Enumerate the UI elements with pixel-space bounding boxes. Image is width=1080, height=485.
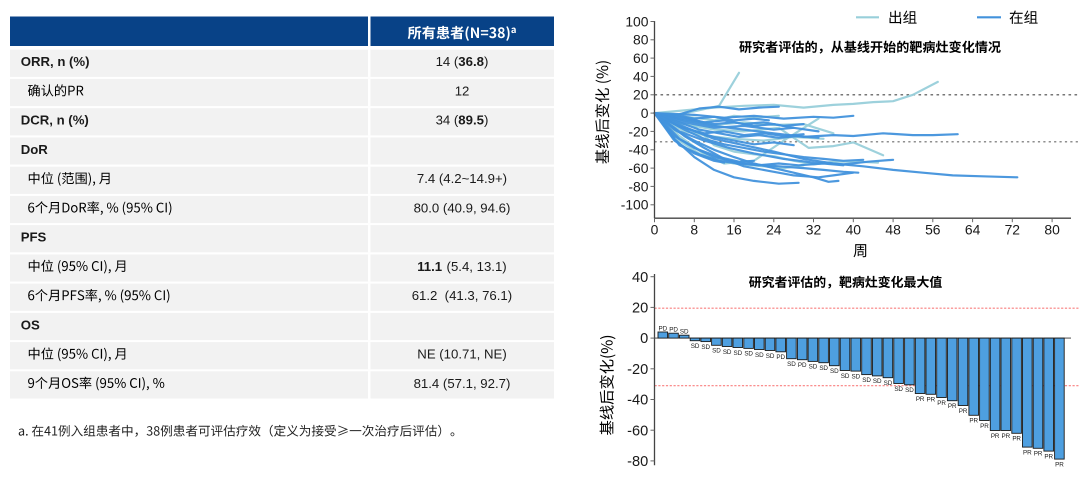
svg-text:80: 80 <box>633 32 649 48</box>
svg-text:PD: PD <box>669 327 678 334</box>
svg-text:-60: -60 <box>628 160 648 176</box>
svg-text:64: 64 <box>965 221 981 237</box>
svg-text:-40: -40 <box>627 393 648 409</box>
svg-text:0: 0 <box>651 221 659 237</box>
svg-text:8: 8 <box>690 221 698 237</box>
svg-text:OS: OS <box>21 317 40 332</box>
svg-text:SD: SD <box>894 386 903 393</box>
svg-text:SD: SD <box>712 348 721 355</box>
svg-text:89.5: 89.5 <box>458 113 484 128</box>
svg-text:80.0 (40.9, 94.6): 80.0 (40.9, 94.6) <box>414 200 511 215</box>
svg-text:40: 40 <box>633 68 649 84</box>
svg-text:SD: SD <box>766 353 775 360</box>
svg-text:SD: SD <box>723 349 732 356</box>
svg-text:56: 56 <box>925 221 941 237</box>
svg-text:PR: PR <box>948 403 957 410</box>
svg-text:-60: -60 <box>627 423 648 439</box>
svg-text:SD: SD <box>873 378 882 385</box>
svg-text:12: 12 <box>455 83 470 98</box>
svg-text:PR: PR <box>1034 451 1043 458</box>
svg-text:PR: PR <box>969 418 978 425</box>
svg-text:60: 60 <box>633 50 649 66</box>
svg-text:ORR, n (%): ORR, n (%) <box>21 54 90 69</box>
svg-text:PFS: PFS <box>21 230 47 245</box>
svg-text:32: 32 <box>806 221 822 237</box>
svg-text:100: 100 <box>625 13 648 29</box>
svg-text:0: 0 <box>640 331 648 347</box>
svg-text:SD: SD <box>680 329 689 336</box>
svg-text:-20: -20 <box>627 362 648 378</box>
svg-text:PR: PR <box>991 433 1000 440</box>
svg-text:14 (: 14 ( <box>436 54 459 69</box>
svg-text:PD: PD <box>776 354 785 361</box>
svg-text:PR: PR <box>980 423 989 430</box>
svg-text:40: 40 <box>632 270 648 286</box>
svg-text:-20: -20 <box>628 123 648 139</box>
svg-text:36.8: 36.8 <box>458 54 484 69</box>
svg-text:SD: SD <box>755 352 764 359</box>
svg-text:PR: PR <box>927 397 936 404</box>
svg-text:SD: SD <box>905 387 914 394</box>
svg-text:SD: SD <box>809 364 818 371</box>
svg-text:PR: PR <box>1002 433 1011 440</box>
svg-text:20: 20 <box>632 301 648 317</box>
svg-text:-80: -80 <box>627 454 648 470</box>
svg-text:PR: PR <box>1055 461 1064 468</box>
svg-text:SD: SD <box>787 361 796 368</box>
svg-text:PR: PR <box>1012 436 1021 443</box>
svg-text:24: 24 <box>766 221 782 237</box>
svg-text:SD: SD <box>852 373 861 380</box>
svg-text:20: 20 <box>633 87 649 103</box>
svg-text:SD: SD <box>744 351 753 358</box>
svg-text:SD: SD <box>841 373 850 380</box>
svg-text:34 (: 34 ( <box>436 113 459 128</box>
svg-text:-100: -100 <box>621 197 649 213</box>
svg-text:SD: SD <box>884 380 893 387</box>
svg-text:PR: PR <box>1044 453 1053 460</box>
svg-text:61.2 (41.3, 76.1): 61.2 (41.3, 76.1) <box>412 288 512 303</box>
svg-text:): ) <box>484 54 488 69</box>
svg-text:0: 0 <box>641 105 649 121</box>
svg-text:SD: SD <box>830 368 839 375</box>
svg-text:PR: PR <box>1023 449 1032 456</box>
svg-text:80: 80 <box>1044 221 1060 237</box>
svg-text:SD: SD <box>734 350 743 357</box>
svg-text:11.1: 11.1 <box>417 259 442 274</box>
svg-text:SD: SD <box>691 343 700 350</box>
svg-text:16: 16 <box>726 221 742 237</box>
svg-text:72: 72 <box>1005 221 1021 237</box>
svg-text:SD: SD <box>701 344 710 351</box>
svg-text:-80: -80 <box>628 178 648 194</box>
svg-text:7.4 (4.2~14.9+): 7.4 (4.2~14.9+) <box>417 171 507 186</box>
svg-text:PR: PR <box>959 408 968 415</box>
svg-text:DoR: DoR <box>21 142 49 157</box>
svg-text:81.4 (57.1, 92.7): 81.4 (57.1, 92.7) <box>414 376 511 391</box>
svg-text:(5.4, 13.1): (5.4, 13.1) <box>443 259 507 274</box>
svg-text:SD: SD <box>819 365 828 372</box>
svg-text:48: 48 <box>885 221 901 237</box>
svg-text:40: 40 <box>846 221 862 237</box>
svg-text:): ) <box>484 113 488 128</box>
svg-text:PD: PD <box>659 326 668 333</box>
svg-text:SD: SD <box>862 377 871 384</box>
svg-text:PR: PR <box>937 400 946 407</box>
svg-text:NE (10.71, NE): NE (10.71, NE) <box>417 347 506 362</box>
svg-text:PD: PD <box>798 362 807 369</box>
svg-text:DCR, n (%): DCR, n (%) <box>21 113 89 128</box>
svg-text:-40: -40 <box>628 142 648 158</box>
svg-text:PR: PR <box>916 396 925 403</box>
